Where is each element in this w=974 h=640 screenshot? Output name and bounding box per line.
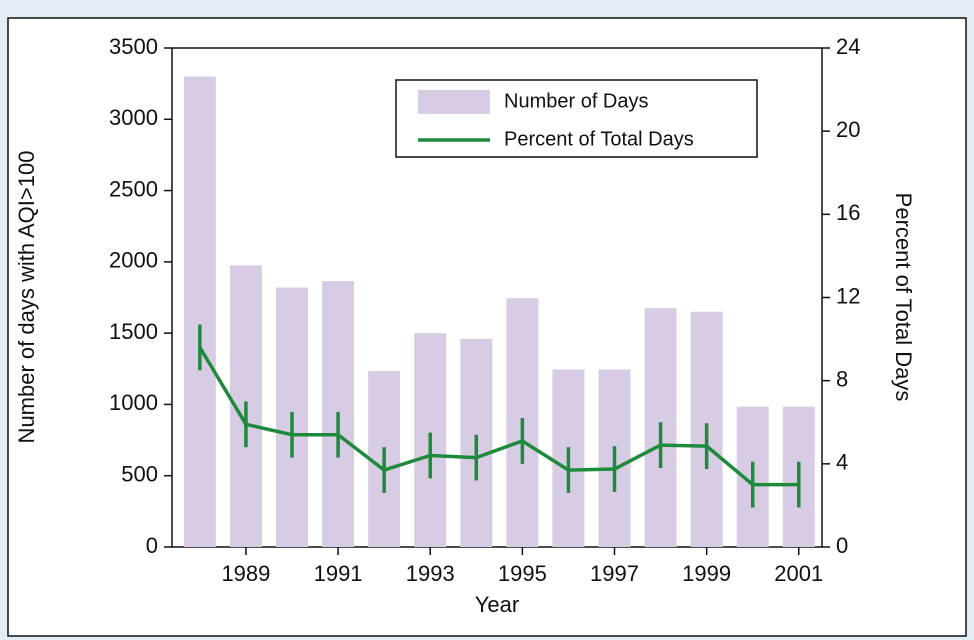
line <box>198 346 799 487</box>
y-tick-label: 3000 <box>109 105 158 130</box>
x-tick-label: 1991 <box>314 561 363 586</box>
y2-tick-label: 24 <box>836 34 860 59</box>
y2-tick-label: 12 <box>836 283 860 308</box>
bar <box>183 76 216 547</box>
y2-tick-label: 8 <box>836 366 848 391</box>
y2-tick-label: 0 <box>836 533 848 558</box>
y-tick-label: 1500 <box>109 319 158 344</box>
legend-label: Percent of Total Days <box>504 128 694 150</box>
y2-axis-label: Percent of Total Days <box>891 193 916 402</box>
y2-tick-label: 20 <box>836 117 860 142</box>
x-tick-label: 1997 <box>590 561 639 586</box>
x-tick-label: 1993 <box>406 561 455 586</box>
legend-swatch <box>418 90 490 114</box>
x-tick-label: 1995 <box>498 561 547 586</box>
y-tick-label: 500 <box>121 462 158 487</box>
x-tick-label: 1989 <box>221 561 270 586</box>
y2-tick-label: 16 <box>836 200 860 225</box>
y-tick-label: 2000 <box>109 248 158 273</box>
y2-tick-label: 4 <box>836 450 848 475</box>
y-tick-label: 0 <box>146 533 158 558</box>
y-tick-label: 2500 <box>109 176 158 201</box>
y-tick-label: 1000 <box>109 390 158 415</box>
x-axis-label: Year <box>475 592 519 617</box>
legend-label: Number of Days <box>504 90 649 112</box>
x-tick-label: 1999 <box>682 561 731 586</box>
y-tick-label: 3500 <box>109 34 158 59</box>
x-tick-label: 2001 <box>774 561 823 586</box>
y-axis-label: Number of days with AQI>100 <box>14 151 39 444</box>
